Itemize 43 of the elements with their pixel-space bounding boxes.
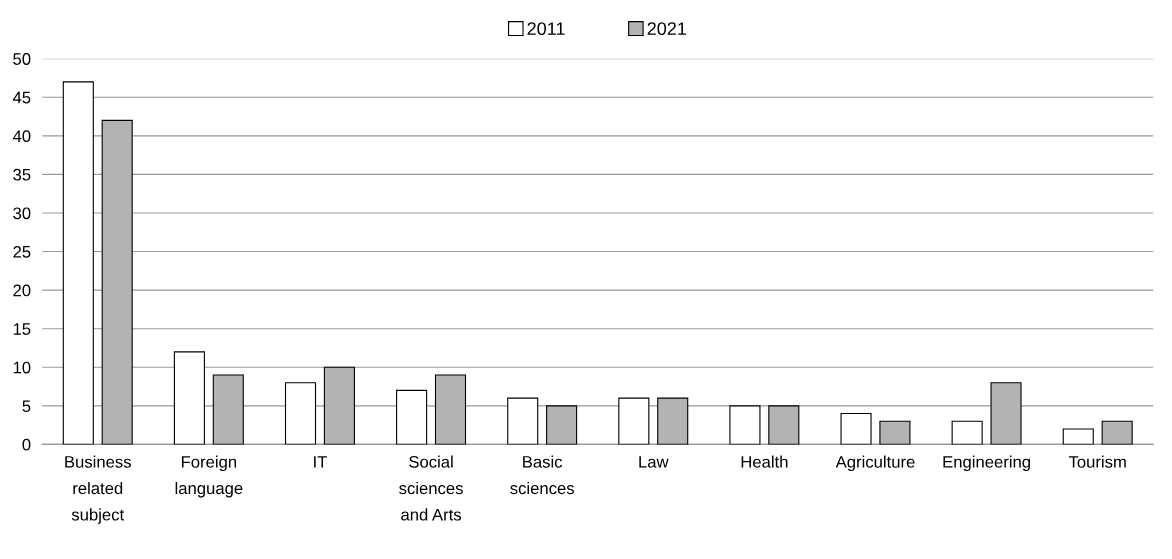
x-tick-label: Engineering bbox=[943, 455, 1030, 472]
y-tick-label: 35 bbox=[13, 168, 31, 181]
bar bbox=[840, 412, 872, 445]
x-tick-label: Agriculture bbox=[835, 455, 915, 472]
x-tick-label: Social sciences and Arts bbox=[399, 455, 463, 521]
y-tick-label: 15 bbox=[13, 323, 31, 335]
bar bbox=[990, 382, 1022, 445]
x-tick-label: Business related subject bbox=[65, 455, 131, 524]
x-tick-label: Law bbox=[639, 456, 669, 468]
y-tick-label: 40 bbox=[12, 130, 31, 143]
x-tick-label: Foreign language bbox=[175, 455, 243, 498]
x-tick-label: Health bbox=[741, 455, 788, 468]
bar bbox=[396, 389, 428, 445]
y-tick-label: 10 bbox=[13, 361, 31, 374]
bar bbox=[618, 397, 650, 445]
bar bbox=[951, 420, 983, 445]
bar bbox=[284, 382, 317, 445]
y-tick-label: 25 bbox=[13, 245, 31, 258]
legend-label: 2021 bbox=[647, 22, 686, 36]
x-tick-label: Basic sciences bbox=[510, 455, 574, 495]
y-tick-label: 20 bbox=[13, 284, 31, 297]
bar bbox=[101, 119, 133, 445]
bar bbox=[546, 405, 578, 445]
bar bbox=[434, 374, 467, 445]
bar bbox=[173, 351, 205, 445]
y-tick-label: 30 bbox=[13, 207, 31, 220]
y-tick-label: 45 bbox=[12, 91, 31, 104]
bar bbox=[729, 405, 761, 445]
y-tick-label: 5 bbox=[22, 400, 31, 413]
bar bbox=[323, 366, 355, 445]
bar bbox=[768, 405, 800, 445]
x-tick-label: IT bbox=[314, 456, 327, 468]
bar bbox=[1101, 420, 1133, 445]
y-tick-label: 50 bbox=[13, 53, 31, 65]
bar bbox=[657, 397, 689, 445]
bar bbox=[507, 397, 539, 445]
y-tick-label: 0 bbox=[22, 438, 31, 451]
bar bbox=[62, 81, 94, 445]
bar bbox=[879, 420, 911, 445]
legend-label: 2011 bbox=[527, 22, 565, 36]
x-tick-label: Tourism bbox=[1068, 455, 1126, 468]
bar bbox=[1062, 428, 1094, 445]
bar bbox=[212, 374, 244, 445]
